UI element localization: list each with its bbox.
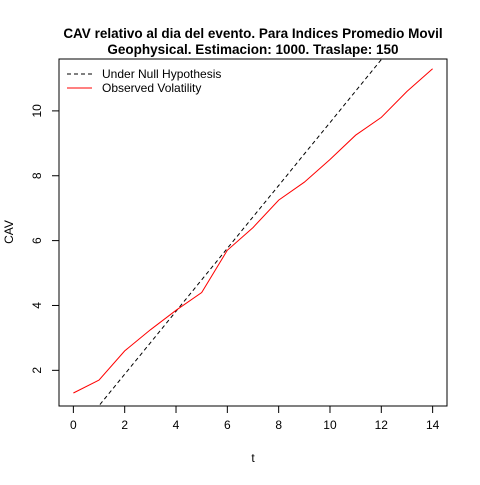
y-tick-label: 6 <box>30 237 44 244</box>
chart-title-line2: Geophysical. Estimacion: 1000. Traslape:… <box>107 42 398 57</box>
legend-label: Observed Volatility <box>102 81 201 95</box>
y-axis-label: CAV <box>2 220 16 244</box>
x-tick-label: 10 <box>323 418 337 432</box>
x-axis-label: t <box>251 451 255 465</box>
x-tick-label: 8 <box>275 418 282 432</box>
legend-label: Under Null Hypothesis <box>102 67 221 81</box>
x-tick-label: 0 <box>70 418 77 432</box>
y-tick-label: 4 <box>30 302 44 309</box>
series-line-under-null-hypothesis <box>98 59 383 406</box>
y-axis: 2 4 6 8 10 <box>30 104 60 374</box>
series-line-observed-volatility <box>73 68 433 394</box>
y-tick-label: 2 <box>30 367 44 374</box>
x-tick-label: 12 <box>375 418 389 432</box>
x-tick-label: 6 <box>224 418 231 432</box>
x-tick-label: 4 <box>173 418 180 432</box>
x-tick-label: 2 <box>121 418 128 432</box>
y-tick-label: 10 <box>30 104 44 118</box>
series-layer <box>73 59 433 406</box>
y-tick-label: 8 <box>30 172 44 179</box>
x-axis: 0 2 4 6 8 10 12 14 <box>70 405 440 432</box>
chart-title-line1: CAV relativo al dia del evento. Para Ind… <box>63 26 442 41</box>
x-tick-label: 14 <box>426 418 440 432</box>
plot-frame <box>58 58 448 407</box>
